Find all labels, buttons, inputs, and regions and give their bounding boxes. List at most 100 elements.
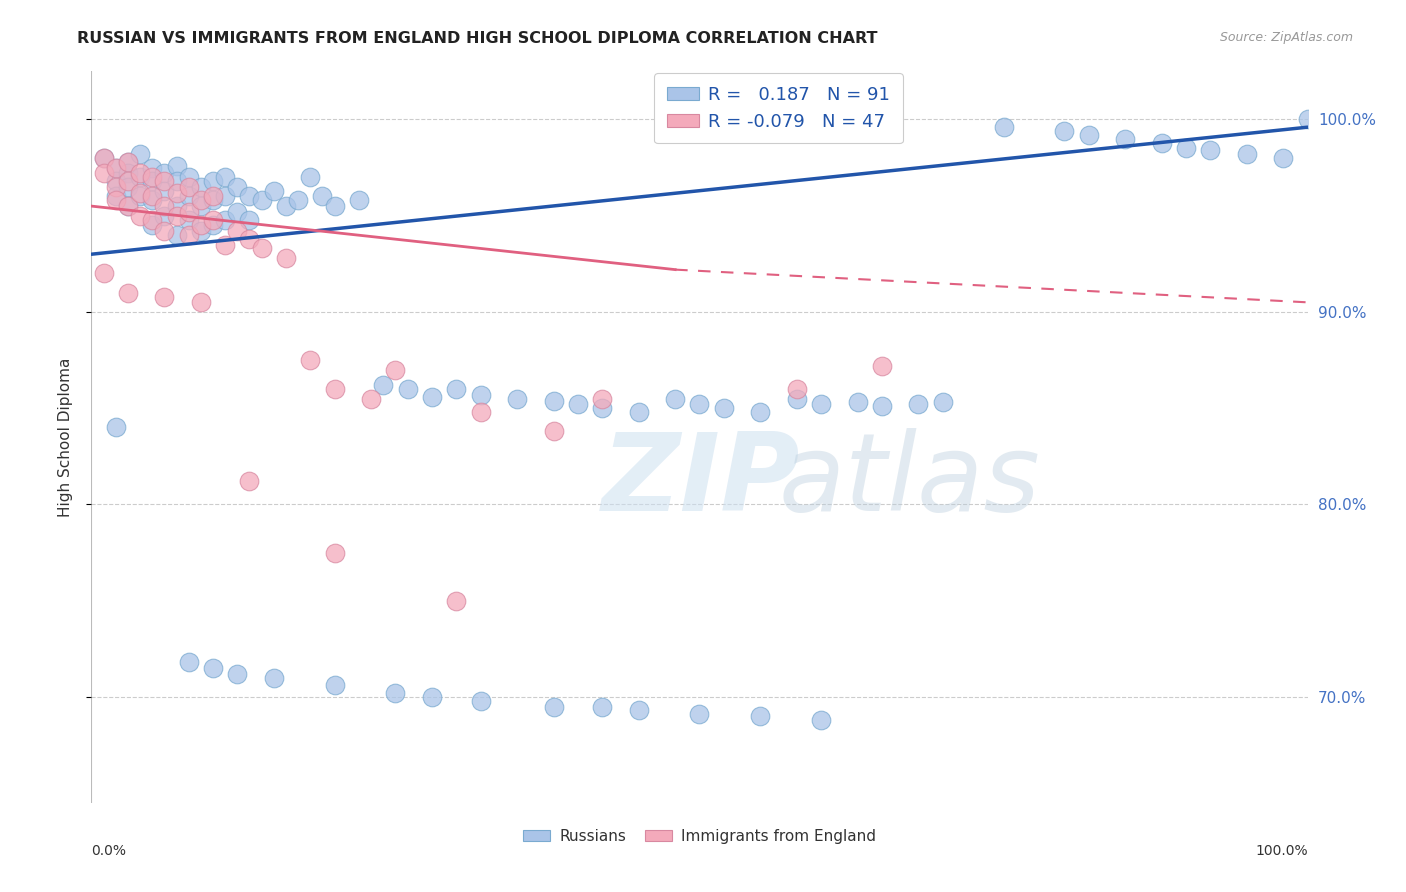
Point bbox=[543, 393, 565, 408]
Point bbox=[299, 170, 322, 185]
Point bbox=[190, 179, 212, 194]
Text: 100.0%: 100.0% bbox=[1256, 845, 1308, 858]
Point bbox=[287, 194, 309, 208]
Point bbox=[238, 212, 260, 227]
Point bbox=[190, 224, 212, 238]
Point bbox=[420, 390, 443, 404]
Point bbox=[299, 353, 322, 368]
Point bbox=[810, 397, 832, 411]
Point bbox=[323, 545, 346, 559]
Point bbox=[786, 382, 808, 396]
Point bbox=[688, 707, 710, 722]
Point bbox=[129, 189, 152, 203]
Point bbox=[226, 224, 249, 238]
Point bbox=[250, 194, 273, 208]
Point bbox=[238, 475, 260, 489]
Point bbox=[384, 362, 406, 376]
Y-axis label: High School Diploma: High School Diploma bbox=[58, 358, 73, 516]
Point bbox=[274, 251, 297, 265]
Point bbox=[166, 174, 188, 188]
Point bbox=[117, 199, 139, 213]
Point bbox=[202, 174, 225, 188]
Point bbox=[384, 686, 406, 700]
Point bbox=[202, 212, 225, 227]
Point bbox=[153, 289, 176, 303]
Point bbox=[323, 199, 346, 213]
Point bbox=[323, 382, 346, 396]
Point bbox=[166, 209, 188, 223]
Point bbox=[129, 147, 152, 161]
Point bbox=[226, 179, 249, 194]
Point bbox=[117, 199, 139, 213]
Point bbox=[214, 170, 236, 185]
Point bbox=[543, 699, 565, 714]
Point bbox=[1236, 147, 1258, 161]
Point bbox=[323, 678, 346, 692]
Point bbox=[202, 661, 225, 675]
Point bbox=[1150, 136, 1173, 150]
Point bbox=[470, 694, 492, 708]
Point bbox=[713, 401, 735, 416]
Point bbox=[129, 166, 152, 180]
Point bbox=[153, 166, 176, 180]
Point bbox=[373, 378, 395, 392]
Point bbox=[129, 170, 152, 185]
Point bbox=[153, 209, 176, 223]
Point bbox=[420, 690, 443, 704]
Point bbox=[177, 655, 200, 669]
Point bbox=[263, 184, 285, 198]
Point bbox=[104, 194, 127, 208]
Point bbox=[166, 199, 188, 213]
Point bbox=[177, 205, 200, 219]
Point bbox=[117, 154, 139, 169]
Point bbox=[153, 224, 176, 238]
Point bbox=[177, 212, 200, 227]
Point bbox=[104, 174, 127, 188]
Point bbox=[274, 199, 297, 213]
Point bbox=[117, 174, 139, 188]
Text: Source: ZipAtlas.com: Source: ZipAtlas.com bbox=[1219, 31, 1353, 45]
Point bbox=[688, 397, 710, 411]
Point bbox=[226, 205, 249, 219]
Point bbox=[1175, 141, 1198, 155]
Point bbox=[166, 159, 188, 173]
Point bbox=[214, 189, 236, 203]
Point bbox=[190, 295, 212, 310]
Point bbox=[238, 189, 260, 203]
Point bbox=[117, 179, 139, 194]
Point bbox=[1077, 128, 1099, 142]
Point bbox=[166, 227, 188, 242]
Text: atlas: atlas bbox=[779, 428, 1040, 533]
Point bbox=[444, 593, 467, 607]
Point bbox=[190, 219, 212, 233]
Point bbox=[129, 186, 152, 200]
Point bbox=[567, 397, 589, 411]
Point bbox=[810, 713, 832, 727]
Point bbox=[104, 161, 127, 175]
Point bbox=[93, 151, 115, 165]
Point bbox=[870, 399, 893, 413]
Point bbox=[470, 388, 492, 402]
Point bbox=[153, 184, 176, 198]
Point bbox=[177, 227, 200, 242]
Point bbox=[591, 401, 613, 416]
Point bbox=[749, 405, 772, 419]
Point bbox=[93, 267, 115, 281]
Point bbox=[591, 392, 613, 406]
Point bbox=[931, 395, 953, 409]
Point bbox=[226, 666, 249, 681]
Point bbox=[166, 186, 188, 200]
Point bbox=[202, 189, 225, 203]
Point bbox=[141, 170, 163, 185]
Point bbox=[202, 194, 225, 208]
Point bbox=[104, 189, 127, 203]
Point bbox=[117, 154, 139, 169]
Point bbox=[470, 405, 492, 419]
Point bbox=[129, 209, 152, 223]
Point bbox=[1053, 124, 1076, 138]
Point bbox=[627, 405, 650, 419]
Point bbox=[749, 709, 772, 723]
Point bbox=[870, 359, 893, 373]
Point bbox=[627, 703, 650, 717]
Point bbox=[786, 392, 808, 406]
